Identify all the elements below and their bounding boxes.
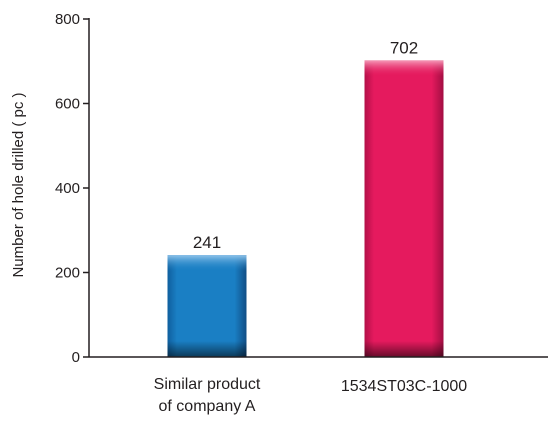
bar-1-shade — [167, 341, 247, 357]
bar-1-body — [167, 255, 247, 357]
bar-1 — [167, 255, 247, 357]
bar-2-highlight — [364, 60, 444, 77]
data-label-2: 702 — [390, 38, 418, 57]
y-tick-label-200: 200 — [55, 265, 80, 282]
y-tick-label-0: 0 — [72, 349, 80, 366]
y-axis-label: Number of hole drilled ( pc ) — [10, 92, 27, 277]
axes-layer: 0 200 400 600 800 Similar product of company A… — [55, 11, 548, 415]
bar-1-highlight — [167, 255, 247, 272]
x-tick-label-2: 1534ST03C-1000 — [341, 378, 467, 395]
x-tick-label-1: Similar product of company A — [154, 376, 261, 415]
y-tick-label-600: 600 — [55, 96, 80, 113]
bar-2-shade — [364, 341, 444, 357]
data-label-1: 241 — [193, 233, 221, 252]
bars-layer: 241 702 — [167, 38, 444, 357]
bar-2-body — [364, 60, 444, 357]
y-tick-label-800: 800 — [55, 11, 80, 28]
y-tick-label-400: 400 — [55, 180, 80, 197]
bar-2 — [364, 60, 444, 357]
